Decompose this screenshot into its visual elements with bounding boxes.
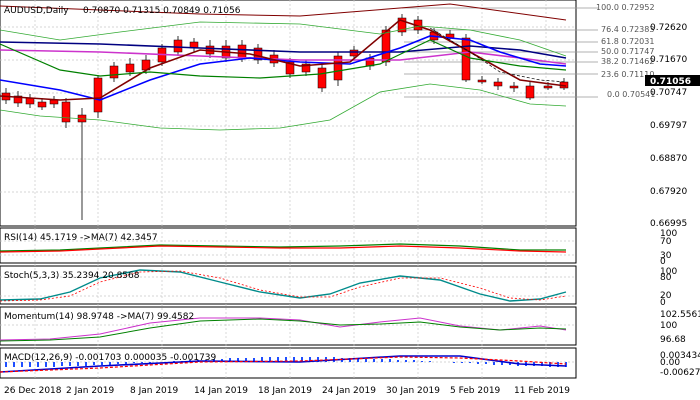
price-tick: 0.68870 [650,154,687,164]
momentum-ma-line [0,318,567,342]
candle-body [543,85,553,89]
svg-text:0.003434: 0.003434 [660,351,700,361]
ma-line [0,35,567,101]
candle-body [173,39,183,53]
candle-body [461,37,471,81]
rsi-title: RSI(14) 45.1719 ->MA(7) 42.3457 [4,233,158,243]
svg-text:0: 0 [660,298,666,308]
candle-body [525,85,535,99]
price-tick: 0.66995 [650,219,687,229]
candle-body [253,47,263,61]
price-tick: 0.70747 [650,88,687,98]
fib-label: 0.0 0.70541 [607,90,655,99]
svg-text:100: 100 [660,267,677,277]
price-tick: 0.69797 [650,121,687,131]
grid [0,0,576,378]
svg-text:30: 30 [660,251,672,261]
trend-line [429,27,567,83]
svg-text:80: 80 [660,273,672,283]
time-tick: 18 Jan 2019 [258,386,312,396]
svg-text:0: 0 [660,257,666,267]
fib-label: 50.0 0.71747 [601,47,654,56]
candle-body [237,44,247,59]
svg-text:0.00: 0.00 [660,358,680,368]
ohlc-readout: 0.70870 0.71315 0.70849 0.71056 [83,6,241,16]
candle-body [13,95,23,104]
price-panel[interactable] [0,0,577,227]
fib-label: 38.2 0.71462 [601,57,654,66]
price-tick: 0.72620 [650,23,687,33]
candle-body [477,79,487,83]
price-series [0,3,598,220]
stoch-signal-line [0,270,567,302]
momentum-title: Momentum(14) 98.9748 ->MA(7) 99.4582 [4,312,194,322]
ma-line [0,41,567,59]
candle-body [381,29,391,63]
time-tick: 26 Dec 2018 [4,386,62,396]
candle-body [301,63,311,73]
macd-axis: 0.003434 0.00 -0.006278 [660,351,700,378]
candle-body [349,49,359,57]
rsi-panel[interactable] [0,227,577,264]
macd-panel[interactable] [0,347,577,379]
price-axis: 0.72620 0.71670 0.70747 0.69797 0.68870 … [650,23,687,229]
price-tick: 0.71670 [650,55,687,65]
time-tick: 14 Jan 2019 [194,386,248,396]
fib-label: 100.0 0.72952 [596,3,655,12]
candle-body [93,77,103,113]
band-line [0,21,567,57]
macd-title: MACD(12,26,9) -0.001703 0.000035 -0.0017… [4,353,217,363]
stoch-axis: 100 80 20 0 [660,267,677,308]
time-tick: 11 Feb 2019 [514,386,570,396]
rsi-ma-line [0,245,567,253]
svg-text:100: 100 [660,321,677,331]
rsi-axis: 100 70 30 0 [660,229,677,267]
stoch-panel[interactable] [0,265,577,305]
candle-body [493,81,503,87]
time-tick: 2 Jan 2019 [66,386,114,396]
fib-labels: 100.0 0.72952 76.4 0.72383 61.8 0.72031 … [596,3,655,99]
macd-signal-line [0,356,567,373]
candle-body [61,101,71,123]
time-tick: 24 Jan 2019 [322,386,376,396]
band-line [0,83,567,131]
fib-label: 76.4 0.72383 [601,25,654,34]
candle-body [37,101,47,108]
candle-body [49,99,59,105]
candle-body [333,55,343,81]
time-tick: 30 Jan 2019 [386,386,440,396]
momentum-panel[interactable] [0,306,577,346]
current-price-badge [645,75,700,86]
indicator-series [0,243,567,373]
time-axis: 26 Dec 2018 2 Jan 2019 8 Jan 2019 14 Jan… [4,386,570,396]
stoch-title: Stoch(5,3,3) 35.2394 20.8568 [4,271,140,281]
candle-body [125,63,135,73]
ma-line [0,3,567,21]
fib-label: 61.8 0.72031 [601,37,654,46]
price-tick: 0.67920 [650,187,687,197]
current-price: 0.71056 [650,77,691,87]
stoch-main-line [0,269,567,302]
svg-text:102.5561: 102.5561 [660,310,700,320]
svg-text:70: 70 [660,237,672,247]
time-tick: 5 Feb 2019 [450,386,501,396]
momentum-axis: 102.5561 100 96.68 [660,310,700,345]
symbol-title: AUDUSD,Daily [4,6,69,16]
candle-body [109,65,119,79]
svg-text:96.68: 96.68 [660,335,686,345]
candle-body [317,67,327,89]
ma-line [0,49,567,65]
svg-text:100: 100 [660,229,677,239]
rsi-line [0,243,566,252]
svg-text:20: 20 [660,291,672,301]
candle-body [509,85,519,89]
time-tick: 8 Jan 2019 [130,386,178,396]
ma-line [0,39,567,79]
fib-label: 23.6 0.71110 [601,70,654,79]
svg-text:-0.006278: -0.006278 [660,368,700,378]
candle-body [397,17,407,33]
